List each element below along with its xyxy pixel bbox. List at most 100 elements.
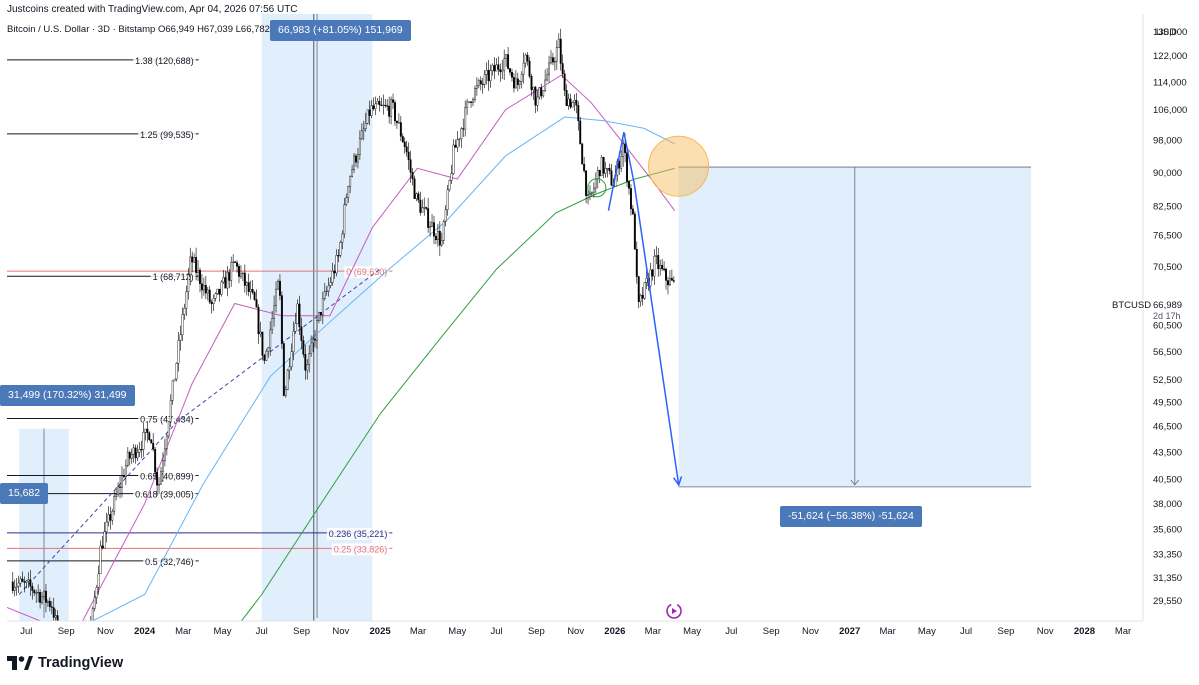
candle xyxy=(43,590,45,597)
candle xyxy=(208,289,211,303)
candle xyxy=(88,630,90,633)
fib-label-bg xyxy=(133,488,196,501)
candle xyxy=(115,494,118,497)
candle xyxy=(261,331,264,356)
plot-area: 1.5 (144,184)1.38 (120,688)1.25 (99,535)… xyxy=(7,14,1032,652)
candle xyxy=(395,120,398,123)
candle xyxy=(405,146,408,153)
candle xyxy=(74,633,76,639)
fib-level-label: 0.65 (40,899) xyxy=(140,471,194,481)
candle xyxy=(565,90,568,106)
candle xyxy=(358,138,361,155)
time-tick-label: 2025 xyxy=(370,626,392,637)
candle xyxy=(44,590,47,603)
candle xyxy=(403,141,406,148)
candle xyxy=(319,312,322,316)
candle xyxy=(122,475,125,478)
candle xyxy=(524,54,527,64)
candle xyxy=(489,70,492,82)
candle xyxy=(602,157,605,174)
candle xyxy=(232,261,235,263)
candle xyxy=(401,136,404,143)
candle xyxy=(140,449,143,451)
measure-label-projection[interactable]: -51,624 (−56.38%) -51,624 xyxy=(780,506,922,527)
tradingview-logo-icon xyxy=(7,656,33,670)
candle xyxy=(228,272,231,281)
ma-green-line xyxy=(240,167,675,621)
candle xyxy=(247,282,250,292)
candle xyxy=(440,240,443,246)
candle xyxy=(495,64,498,72)
measure-label-mid[interactable]: 66,983 (+81.05%) 151,969 xyxy=(270,20,411,41)
candle xyxy=(169,400,172,423)
candle xyxy=(126,452,129,466)
currency-label[interactable]: USD xyxy=(1156,27,1177,38)
candle xyxy=(663,268,666,270)
tradingview-logo[interactable]: TradingView xyxy=(7,655,123,671)
candle xyxy=(661,264,664,270)
time-tick-label: Jul xyxy=(490,626,502,637)
candlestick-series xyxy=(11,28,675,652)
time-tick-label: May xyxy=(214,626,232,637)
candle xyxy=(158,484,160,486)
fib-level-label: 0.236 (35,221) xyxy=(329,529,388,539)
candle xyxy=(651,269,654,277)
measure-label-left[interactable]: 31,499 (170.32%) 31,499 xyxy=(0,385,135,406)
candle xyxy=(551,57,554,63)
candle xyxy=(668,278,671,286)
candle xyxy=(622,143,625,157)
candle xyxy=(236,262,238,267)
price-tick-label: 40,500 xyxy=(1153,475,1182,486)
candle xyxy=(382,104,385,107)
candle xyxy=(579,120,582,145)
candle xyxy=(434,235,437,241)
candle xyxy=(245,282,248,286)
candle xyxy=(452,144,455,174)
candle xyxy=(456,139,459,148)
candle xyxy=(113,496,116,512)
candle xyxy=(667,280,669,286)
candle xyxy=(150,439,153,444)
candle xyxy=(643,282,646,299)
current-symbol-label: BTCUSD xyxy=(1112,300,1152,311)
candle xyxy=(407,151,410,160)
candle xyxy=(530,76,533,91)
fib-label-bg xyxy=(138,413,196,426)
price-tick-label: 43,500 xyxy=(1153,447,1182,458)
candle xyxy=(481,83,484,85)
time-tick-label: 2026 xyxy=(604,626,625,637)
candle xyxy=(93,597,96,609)
candle xyxy=(520,73,523,82)
candle xyxy=(72,639,74,640)
candle xyxy=(343,204,346,235)
candle xyxy=(69,651,71,652)
candle xyxy=(71,640,73,651)
candle xyxy=(253,292,256,300)
fib-level-label: 0 (69,630) xyxy=(346,267,387,277)
candle xyxy=(542,90,545,97)
bar-countdown: 2d 17h xyxy=(1153,311,1181,321)
candle xyxy=(50,606,53,608)
price-tick-label: 35,600 xyxy=(1153,524,1182,535)
candle xyxy=(216,288,219,294)
candle xyxy=(97,573,100,588)
candle xyxy=(466,101,469,108)
candle xyxy=(511,72,513,78)
candle xyxy=(214,293,217,299)
measure-label-left-small[interactable]: 15,682 xyxy=(0,483,49,504)
candle xyxy=(604,168,607,174)
candle xyxy=(425,207,428,209)
candle xyxy=(107,514,110,523)
candle xyxy=(587,194,589,196)
candle xyxy=(384,104,387,107)
candle xyxy=(25,580,28,583)
candle xyxy=(331,270,334,283)
candle xyxy=(528,60,531,77)
candle xyxy=(325,290,328,293)
candle xyxy=(374,103,377,110)
candle xyxy=(280,295,283,344)
replay-icon[interactable] xyxy=(664,601,684,626)
candle xyxy=(649,269,652,287)
candle xyxy=(187,274,190,292)
